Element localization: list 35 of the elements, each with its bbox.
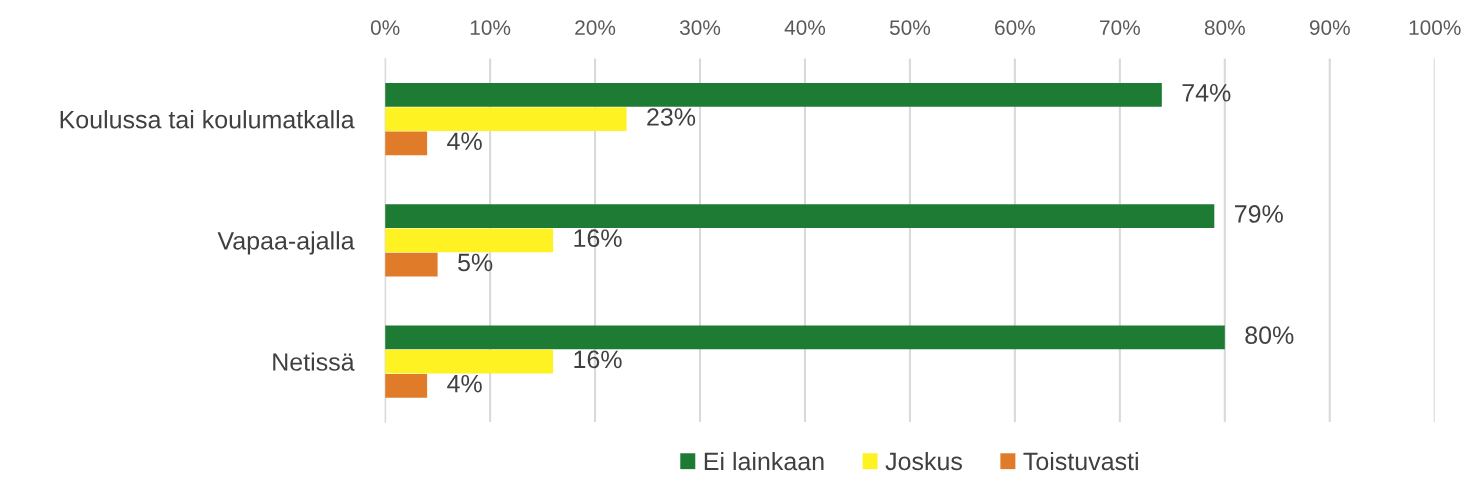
legend-label: Toistuvasti bbox=[1023, 451, 1138, 471]
x-tick-label: 90% bbox=[1309, 20, 1350, 35]
data-label: 23% bbox=[647, 108, 696, 126]
bar bbox=[385, 349, 554, 374]
legend-label: Ei lainkaan bbox=[704, 451, 824, 471]
x-tick-label: 10% bbox=[470, 20, 511, 35]
x-tick-label: 20% bbox=[575, 20, 616, 35]
x-tick-label: 50% bbox=[889, 20, 931, 35]
x-tick-label: 100% bbox=[1409, 20, 1461, 35]
bar bbox=[385, 107, 627, 132]
bar bbox=[385, 252, 438, 277]
bar bbox=[385, 373, 428, 398]
x-tick-label: 30% bbox=[679, 20, 721, 35]
y-tick-label: Koulussa tai koulumatkalla bbox=[60, 110, 355, 129]
data-label: 4% bbox=[447, 132, 482, 150]
data-label: 74% bbox=[1182, 84, 1231, 102]
y-tick-label: Vapaa-ajalla bbox=[217, 231, 355, 255]
x-tick-label: 0% bbox=[370, 20, 400, 35]
x-tick-label: 40% bbox=[784, 20, 826, 35]
bar bbox=[385, 204, 1215, 228]
y-tick-label: Netissä bbox=[273, 352, 355, 371]
bar bbox=[385, 325, 1225, 350]
x-tick-label: 80% bbox=[1204, 20, 1245, 35]
x-tick-label: 70% bbox=[1100, 20, 1140, 35]
data-label: 16% bbox=[574, 350, 622, 369]
data-label: 79% bbox=[1235, 205, 1283, 223]
bar bbox=[385, 131, 428, 156]
data-label: 16% bbox=[574, 229, 622, 248]
bar bbox=[385, 228, 554, 253]
x-tick-label: 60% bbox=[995, 20, 1035, 35]
data-label: 5% bbox=[458, 253, 493, 272]
data-label: 4% bbox=[447, 374, 482, 393]
bar bbox=[385, 83, 1162, 107]
legend-label: Joskus bbox=[885, 451, 962, 471]
data-label: 80% bbox=[1245, 326, 1294, 344]
